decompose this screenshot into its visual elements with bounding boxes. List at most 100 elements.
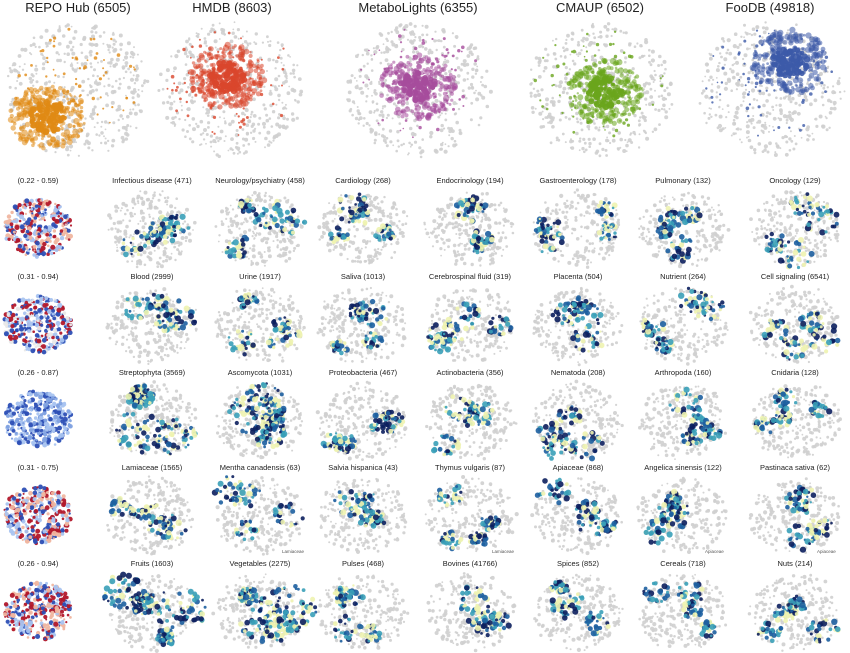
highlight-point <box>803 56 811 63</box>
grey-point <box>353 102 356 105</box>
highlight-point <box>259 68 265 75</box>
grey-point <box>368 110 373 114</box>
grey-point <box>380 110 384 114</box>
grey-point <box>402 142 405 146</box>
grey-point <box>291 117 296 122</box>
grey-point <box>744 88 748 91</box>
grey-point <box>380 134 385 138</box>
grey-point <box>757 119 762 124</box>
grey-point <box>116 249 119 252</box>
highlight-point <box>54 202 57 206</box>
grey-point <box>662 59 667 64</box>
grey-point <box>224 120 227 123</box>
grey-point <box>115 57 120 62</box>
grey-point <box>236 146 241 151</box>
grey-point <box>61 34 66 38</box>
grey-point <box>466 78 469 81</box>
grey-point <box>91 27 94 30</box>
grey-point <box>296 64 299 67</box>
grey-point <box>742 95 746 99</box>
highlight-point <box>54 218 60 224</box>
grey-point <box>104 120 108 124</box>
grey-point <box>286 229 290 233</box>
grey-point <box>368 124 371 127</box>
grey-point <box>210 145 213 148</box>
grey-point <box>730 89 733 92</box>
grey-point <box>28 76 33 81</box>
grey-point <box>385 49 390 54</box>
grey-point <box>173 100 176 103</box>
grey-point <box>748 32 751 35</box>
grey-point <box>287 256 292 261</box>
grey-point <box>444 118 448 122</box>
grey-point <box>397 114 401 119</box>
grey-point <box>788 137 792 141</box>
grey-point <box>663 108 666 111</box>
highlight-point <box>630 99 637 106</box>
grey-point <box>788 116 793 120</box>
grey-point <box>125 94 127 97</box>
highlight-point <box>630 85 634 89</box>
grey-point <box>552 39 554 42</box>
highlight-point <box>417 72 422 76</box>
highlight-point <box>635 99 641 105</box>
grey-point <box>131 52 136 57</box>
grey-point <box>654 89 656 92</box>
grey-point <box>480 94 483 97</box>
grey-point <box>292 88 297 93</box>
grey-point <box>133 46 135 49</box>
grey-point <box>723 71 728 76</box>
grey-point <box>558 118 562 122</box>
grey-point <box>440 123 444 128</box>
highlight-point <box>785 83 788 87</box>
highlight-point <box>812 51 817 56</box>
grey-point <box>595 117 598 120</box>
grey-point <box>409 145 412 148</box>
highlight-point <box>591 61 597 67</box>
highlight-point <box>638 87 642 91</box>
grey-point <box>434 30 437 33</box>
grey-point <box>370 128 374 133</box>
grey-point <box>441 28 446 33</box>
grey-point <box>388 129 393 133</box>
highlight-point <box>173 215 178 220</box>
highlight-point <box>240 37 242 40</box>
highlight-point <box>139 234 144 239</box>
highlight-point <box>91 96 96 101</box>
grey-point <box>153 191 156 194</box>
highlight-point <box>31 212 34 215</box>
grey-point <box>191 117 196 121</box>
grey-point <box>119 230 122 233</box>
grey-point <box>263 194 267 198</box>
grey-point <box>476 65 479 68</box>
grey-point <box>105 92 109 96</box>
grey-point <box>649 63 653 67</box>
grey-point <box>89 49 93 54</box>
highlight-point <box>186 114 190 118</box>
grey-point <box>66 153 70 157</box>
highlight-point <box>235 112 238 115</box>
grey-point <box>825 128 829 132</box>
grey-point <box>14 86 17 90</box>
highlight-point <box>582 117 585 120</box>
grey-point <box>732 76 736 79</box>
grey-point <box>444 72 448 76</box>
grey-point <box>100 141 103 145</box>
grey-point <box>63 52 66 55</box>
grey-point <box>622 31 625 34</box>
grey-point <box>660 94 664 98</box>
grey-point <box>718 98 722 102</box>
grey-point <box>106 43 109 46</box>
highlight-point <box>28 88 31 91</box>
grey-point <box>252 136 256 141</box>
highlight-point <box>23 206 27 210</box>
highlight-point <box>28 248 31 251</box>
grey-point <box>631 96 634 99</box>
highlight-point <box>772 33 776 38</box>
highlight-point <box>245 116 249 119</box>
grey-point <box>370 69 374 72</box>
grey-point <box>779 97 783 100</box>
highlight-point <box>425 67 431 72</box>
highlight-point <box>163 217 168 222</box>
highlight-point <box>30 90 34 94</box>
